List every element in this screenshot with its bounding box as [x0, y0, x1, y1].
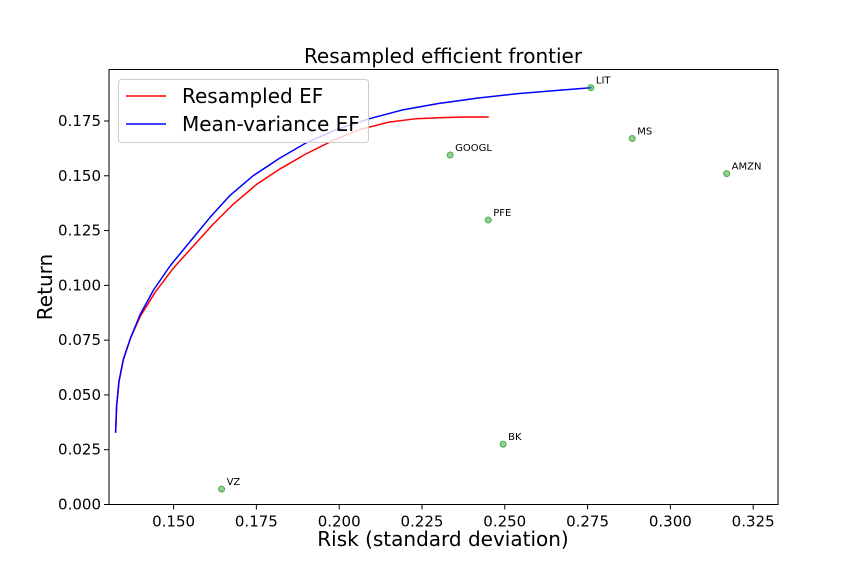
asset-label-lit: LIT [596, 76, 612, 87]
legend: Resampled EF Mean-variance EF [118, 79, 369, 143]
x-tick-label: 0.150 [152, 513, 195, 531]
x-tick-label: 0.250 [483, 513, 526, 531]
y-tick-label: 0.050 [58, 386, 101, 404]
y-axis: 0.000 0.025 0.050 0.075 0.100 0.125 0.150 0.175 [58, 112, 109, 514]
asset-point-bk [499, 440, 507, 448]
x-tick-label: 0.275 [566, 513, 609, 531]
y-tick-label: 0.000 [58, 496, 101, 514]
asset-point-vz [218, 485, 226, 493]
y-tick-label: 0.150 [58, 167, 101, 185]
y-tick-label: 0.075 [58, 331, 101, 349]
y-axis-title: Return [33, 254, 57, 320]
y-tick-label: 0.025 [58, 441, 101, 459]
legend-box [118, 79, 369, 143]
asset-label-vz: VZ [227, 477, 241, 488]
x-tick-label: 0.300 [649, 513, 692, 531]
asset-point-amzn [723, 170, 731, 178]
y-tick-label: 0.125 [58, 222, 101, 240]
plot-marks: LIT MS AMZN GOOGL PFE BK VZ [114, 76, 762, 493]
asset-label-bk: BK [508, 432, 522, 443]
asset-label-amzn: AMZN [732, 162, 762, 173]
legend-label-resampled-ef: Resampled EF [182, 84, 323, 108]
y-tick-label: 0.100 [58, 276, 101, 294]
y-tick-label: 0.175 [58, 112, 101, 130]
asset-label-pfe: PFE [493, 208, 511, 219]
x-tick-label: 0.175 [235, 513, 278, 531]
chart-title: Resampled efficient frontier [304, 44, 583, 68]
asset-point-googl [446, 151, 454, 159]
x-tick-label: 0.225 [400, 513, 443, 531]
x-axis-title: Risk (standard deviation) [317, 527, 568, 551]
asset-point-lit [587, 84, 595, 92]
asset-label-ms: MS [637, 127, 652, 138]
series-line-mean-variance-ef [114, 86, 592, 433]
x-tick-label: 0.200 [318, 513, 361, 531]
x-tick-label: 0.325 [732, 513, 775, 531]
plot-frame [108, 69, 779, 505]
asset-point-ms [628, 135, 636, 143]
asset-point-pfe [484, 216, 492, 224]
x-axis: 0.150 0.175 0.200 0.225 0.250 0.275 0.300 0.325 [152, 504, 775, 531]
asset-label-googl: GOOGL [455, 143, 492, 154]
legend-label-mean-variance-ef: Mean-variance EF [182, 112, 360, 136]
